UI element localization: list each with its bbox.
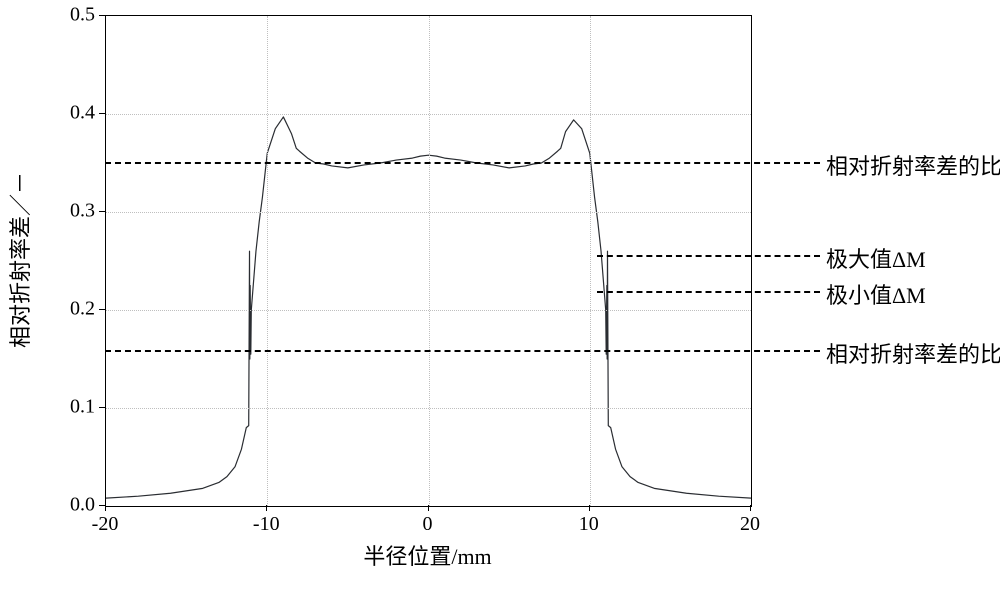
reference-line-label: 相对折射率差的比0.45 [826, 337, 1000, 369]
x-tick-label: -10 [253, 513, 280, 536]
y-tick [99, 113, 105, 114]
y-tick-label: 0.4 [55, 102, 95, 125]
reference-line [597, 291, 820, 293]
y-tick-label: 0.2 [55, 298, 95, 321]
reference-line [597, 255, 820, 257]
grid-line-vertical [267, 16, 268, 506]
y-tick-label: 0.3 [55, 200, 95, 223]
x-tick [105, 505, 106, 511]
x-tick-label: 0 [423, 513, 433, 536]
x-tick-label: 10 [579, 513, 599, 536]
y-tick [99, 407, 105, 408]
grid-line-horizontal [106, 310, 751, 311]
x-tick [750, 505, 751, 511]
x-tick [589, 505, 590, 511]
y-tick-label: 0.0 [55, 494, 95, 517]
y-tick [99, 505, 105, 506]
x-tick [266, 505, 267, 511]
reference-line [105, 162, 820, 164]
x-tick-label: 20 [740, 513, 760, 536]
grid-line-horizontal [106, 212, 751, 213]
y-tick [99, 211, 105, 212]
grid-line-vertical [429, 16, 430, 506]
y-tick-label: 0.1 [55, 396, 95, 419]
y-axis-label: 相对折射率差／－ [3, 172, 35, 348]
reference-line-label: 相对折射率差的比1.00 [826, 149, 1000, 181]
x-tick-label: -20 [92, 513, 119, 536]
y-tick [99, 309, 105, 310]
grid-line-vertical [590, 16, 591, 506]
grid-line-horizontal [106, 408, 751, 409]
reference-line [105, 350, 820, 352]
grid-line-horizontal [106, 114, 751, 115]
y-tick-label: 0.5 [55, 4, 95, 27]
reference-line-label: 极大值ΔM [826, 242, 926, 274]
x-tick [428, 505, 429, 511]
y-tick [99, 15, 105, 16]
reference-line-label: 极小值ΔM [826, 278, 926, 310]
plot-area [105, 15, 752, 507]
x-axis-label: 半径位置/mm [363, 539, 491, 571]
figure: 相对折射率差／－ 半径位置/mm -20 -10 0 10 20 0.0 0.1 0.2 0.3… [0, 0, 1000, 596]
